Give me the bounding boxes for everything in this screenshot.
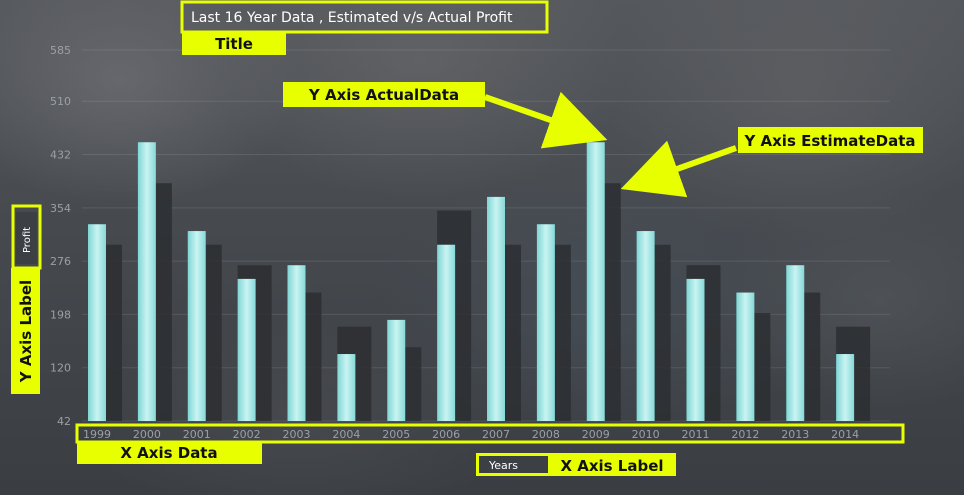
actual-bar: [686, 278, 705, 421]
x-category-label: 2006: [432, 428, 460, 441]
y-tick-label: 354: [50, 202, 71, 215]
actual-bar: [636, 231, 655, 421]
x-axis-label-annotation: X Axis Label: [560, 457, 663, 475]
actual-data-annotation: Y Axis ActualData: [308, 86, 459, 104]
x-category-label: 2005: [382, 428, 410, 441]
actual-bar: [337, 354, 356, 421]
x-axis-categories: 1999 2000 2001 2002 2003 2004 2005 2006 2007 2008…: [83, 428, 859, 441]
actual-bar: [287, 265, 306, 421]
x-category-label: 2014: [831, 428, 859, 441]
actual-bar: [836, 354, 855, 421]
y-axis-title: Profit: [22, 227, 33, 253]
x-category-label: 2004: [332, 428, 360, 441]
x-category-label: 1999: [83, 428, 111, 441]
x-category-label: 2012: [731, 428, 759, 441]
y-tick-label: 276: [50, 255, 71, 268]
actual-data-annotation-box: [283, 82, 485, 107]
title-frame: [180, 0, 549, 34]
x-category-label: 2007: [482, 428, 510, 441]
actual-bar: [187, 231, 206, 421]
title-annotation-box: [182, 32, 286, 55]
x-axis-title: Years: [488, 459, 518, 472]
x-axis-data-annotation: X Axis Data: [120, 444, 217, 462]
actual-bar: [387, 319, 406, 421]
x-category-label: 2008: [532, 428, 560, 441]
estimate-data-arrow: [620, 140, 738, 198]
y-tick-label: 198: [50, 308, 71, 321]
y-axis-annotation-box: [11, 268, 40, 394]
actual-bar: [736, 292, 755, 421]
x-category-label: 2011: [682, 428, 710, 441]
chart-title: Last 16 Year Data , Estimated v/s Actual…: [191, 10, 513, 26]
y-tick-label: 510: [50, 95, 71, 108]
estimate-data-annotation: Y Axis EstimateData: [743, 132, 915, 150]
actual-data-arrow: [484, 91, 608, 149]
x-category-label: 2001: [183, 428, 211, 441]
actual-bar: [786, 265, 805, 421]
x-category-label: 2013: [781, 428, 809, 441]
estimate-data-annotation-box: [738, 127, 923, 153]
y-axis-ticks: 42 120 198 276 354 432 510 585: [50, 44, 71, 428]
x-category-label: 2009: [582, 428, 610, 441]
y-axis-annotation: Y Axis Label: [17, 280, 35, 383]
y-tick-label: 120: [50, 362, 71, 375]
actual-bar: [237, 278, 256, 421]
x-category-label: 2003: [283, 428, 311, 441]
actual-bar: [88, 224, 106, 421]
x-axis-data-frame: [75, 423, 905, 444]
actual-bar: [487, 196, 505, 421]
x-category-label: 2010: [632, 428, 660, 441]
title-annotation: Title: [215, 35, 253, 53]
actual-bar: [536, 224, 555, 421]
actual-bar: [137, 142, 156, 422]
y-tick-label: 432: [50, 149, 71, 162]
actual-bars: [88, 142, 855, 422]
y-tick-label: 42: [57, 415, 71, 428]
y-tick-label: 585: [50, 44, 71, 57]
x-category-label: 2002: [233, 428, 261, 441]
actual-bar: [437, 244, 456, 421]
actual-bar: [586, 142, 605, 422]
x-category-label: 2000: [133, 428, 161, 441]
x-axis-data-annotation-box: [77, 442, 262, 464]
